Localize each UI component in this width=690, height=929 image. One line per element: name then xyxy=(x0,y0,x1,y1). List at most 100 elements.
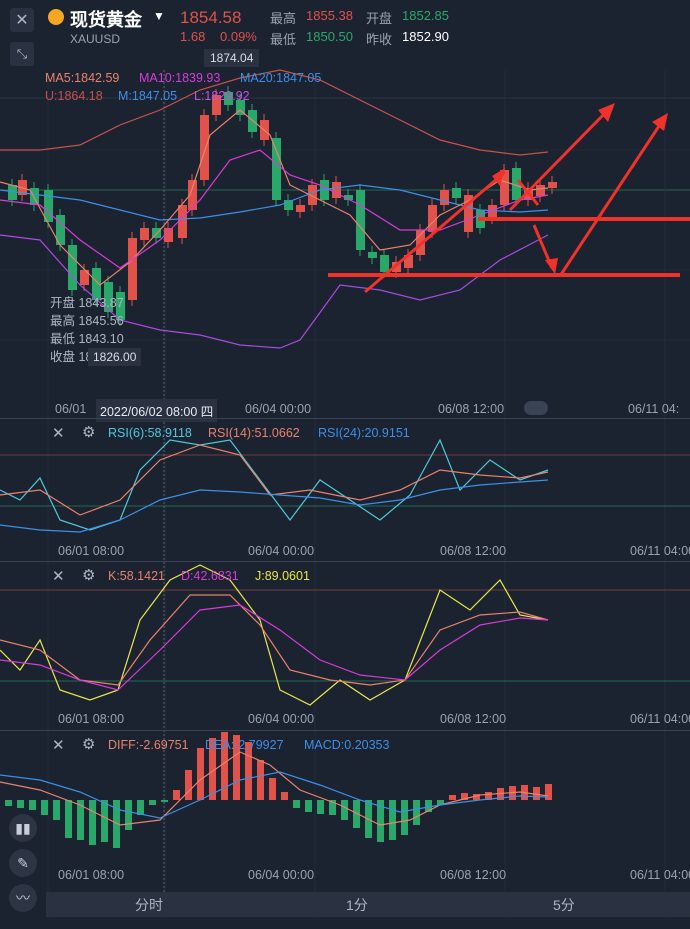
open-label: 开盘 xyxy=(366,11,393,26)
candle-body xyxy=(92,268,101,300)
panel-divider-3 xyxy=(0,730,690,731)
open-value: 1852.85 xyxy=(402,8,449,23)
macd-bar xyxy=(305,800,312,812)
x-label-kdj-1: 06/01 08:00 xyxy=(58,712,125,726)
prev-close-label: 昨收 xyxy=(366,32,393,47)
macd-bar xyxy=(341,800,348,820)
macd-bar xyxy=(437,800,444,805)
macd-bar xyxy=(149,800,156,805)
draw-pen-button[interactable]: ✎ xyxy=(9,849,37,877)
candle-body xyxy=(212,95,221,115)
macd-bar xyxy=(317,800,324,814)
low-value: 1850.50 xyxy=(306,29,353,44)
candle-body xyxy=(236,100,245,115)
trend-arrow-1 xyxy=(364,170,506,294)
candle-body xyxy=(452,188,461,198)
candle-body xyxy=(140,228,149,240)
macd-bar xyxy=(101,800,108,842)
period-tab-bar xyxy=(46,892,690,917)
candle-body xyxy=(464,195,473,232)
close-button[interactable]: ✕ xyxy=(10,8,34,32)
candle-body xyxy=(512,168,521,200)
macd-close-icon[interactable]: ✕ xyxy=(52,737,65,754)
macd-settings-icon[interactable]: ⚙ xyxy=(82,736,96,753)
candle-body xyxy=(500,170,509,205)
trend-arrow-3 xyxy=(558,119,665,277)
candle-body xyxy=(284,200,293,210)
pager-dots-icon[interactable] xyxy=(524,401,548,415)
kdj-close-icon[interactable]: ✕ xyxy=(52,568,65,585)
rsi24-line xyxy=(0,479,549,533)
candle-body xyxy=(272,138,281,200)
rsi14-line xyxy=(0,444,549,516)
shrink-icon: ⤡ xyxy=(16,46,28,61)
ma5-legend: MA5:1842.59 xyxy=(45,71,120,85)
rsi-settings-icon[interactable]: ⚙ xyxy=(82,424,96,441)
arrow-head-4 xyxy=(545,258,558,274)
x-label-macd-4: 06/11 04:00 xyxy=(630,868,690,882)
symbol-code: XAUUSD xyxy=(70,32,121,46)
candle-body xyxy=(200,115,209,180)
tab-5min[interactable]: 5分 xyxy=(553,897,575,913)
instrument-title[interactable]: 现货黄金 xyxy=(70,10,142,30)
macd-bar xyxy=(281,792,288,800)
panel-divider-1 xyxy=(0,418,690,419)
shrink-button[interactable]: ⤡ xyxy=(10,42,34,66)
candle-body xyxy=(104,282,113,312)
macd-bar xyxy=(89,800,96,845)
candle-body xyxy=(68,245,77,290)
macd-bar xyxy=(449,795,456,800)
boll-upper-line xyxy=(0,69,549,156)
candle-body xyxy=(440,190,449,205)
candle-body xyxy=(224,92,233,105)
candle-body xyxy=(536,185,545,196)
price-change: 1.68 xyxy=(180,29,206,44)
tooltip-high: 最高 1845.56 xyxy=(50,314,124,328)
rsi6-legend: RSI(6):58.9118 xyxy=(108,426,192,440)
macd-bar xyxy=(233,735,240,800)
max-price-tag: 1874.04 xyxy=(204,49,260,67)
macd-bar xyxy=(161,800,168,802)
candle-body xyxy=(380,255,389,272)
rsi-close-icon[interactable]: ✕ xyxy=(52,425,65,442)
boll-lower-line xyxy=(0,234,549,349)
macd-bar xyxy=(353,800,360,828)
ma20-legend: MA20:1847.05 xyxy=(240,71,322,85)
arrow-head-3 xyxy=(652,113,668,131)
chevron-down-icon[interactable]: ▼ xyxy=(153,9,165,23)
macd-bar xyxy=(389,800,396,840)
trend-arrow-5 xyxy=(516,179,540,206)
candle-body xyxy=(332,182,341,198)
macd-bar xyxy=(269,778,276,800)
macd-diff-legend: DIFF:-2.69751 xyxy=(108,738,189,752)
macd-bar xyxy=(377,800,384,842)
indicator-button[interactable]: 〰 xyxy=(9,884,37,912)
kdj-settings-icon[interactable]: ⚙ xyxy=(82,567,96,584)
candle-type-button[interactable]: ▮▮ xyxy=(9,814,37,842)
candle-body xyxy=(308,185,317,205)
candle-body xyxy=(178,205,187,238)
x-label-main-2: 06/04 00:00 xyxy=(245,402,312,416)
tab-timeshare[interactable]: 分时 xyxy=(135,897,163,913)
tooltip-open: 开盘 1843.87 xyxy=(50,296,124,310)
macd-bar xyxy=(29,800,36,810)
kdj-d-legend: D:42.6831 xyxy=(181,569,239,583)
x-label-rsi-3: 06/08 12:00 xyxy=(440,544,507,558)
macd-bar xyxy=(77,800,84,840)
low-label: 最低 xyxy=(270,32,297,47)
x-label-macd-3: 06/08 12:00 xyxy=(440,868,507,882)
x-label-rsi-2: 06/04 00:00 xyxy=(248,544,315,558)
kdj-d-line xyxy=(0,604,549,691)
macd-dea-legend: DEA:-2.79927 xyxy=(205,738,284,752)
macd-value-legend: MACD:0.20353 xyxy=(304,738,390,752)
macd-bar xyxy=(125,800,132,830)
prev-close-value: 1852.90 xyxy=(402,29,449,44)
tab-1min[interactable]: 1分 xyxy=(346,897,368,913)
x-label-main-3: 06/08 12:00 xyxy=(438,402,505,416)
macd-dea-line xyxy=(0,771,549,819)
rsi14-legend: RSI(14):51.0662 xyxy=(208,426,300,440)
macd-bar xyxy=(257,760,264,800)
macd-bar xyxy=(473,794,480,800)
x-label-rsi-1: 06/01 08:00 xyxy=(58,544,125,558)
